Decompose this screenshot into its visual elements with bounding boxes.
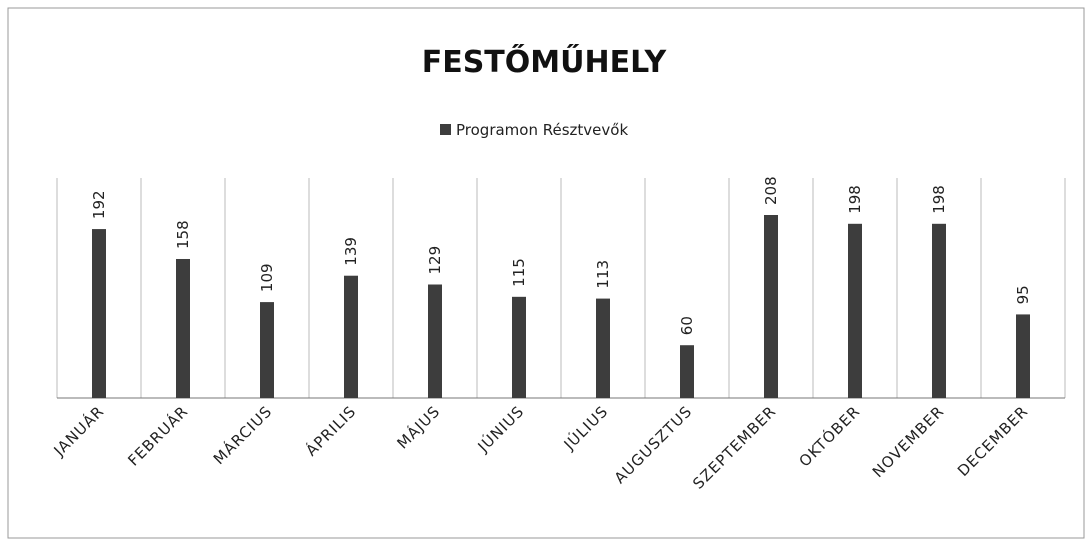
data-label: 208 (762, 176, 780, 205)
data-label: 198 (930, 185, 948, 214)
data-label: 129 (426, 246, 444, 275)
data-label: 192 (90, 190, 108, 219)
chart-title: FESTŐMŰHELY (422, 43, 668, 80)
legend-label: Programon Résztvevők (456, 121, 628, 139)
bar (596, 298, 610, 398)
bar (428, 284, 442, 398)
bar (932, 223, 946, 398)
bar (260, 302, 274, 398)
data-label: 109 (258, 263, 276, 292)
chart-border (7, 7, 1085, 539)
bar (1016, 314, 1030, 398)
data-label: 139 (342, 237, 360, 266)
bar (680, 345, 694, 398)
data-label: 115 (510, 258, 528, 287)
legend-swatch (440, 124, 451, 135)
data-label: 113 (594, 260, 612, 289)
bar (344, 275, 358, 398)
data-label: 95 (1014, 285, 1032, 304)
bar (176, 258, 190, 398)
data-label: 60 (678, 316, 696, 335)
bar (512, 296, 526, 398)
data-label: 158 (174, 220, 192, 249)
bar (764, 215, 778, 398)
data-label: 198 (846, 185, 864, 214)
bar (848, 223, 862, 398)
bar (92, 229, 106, 398)
